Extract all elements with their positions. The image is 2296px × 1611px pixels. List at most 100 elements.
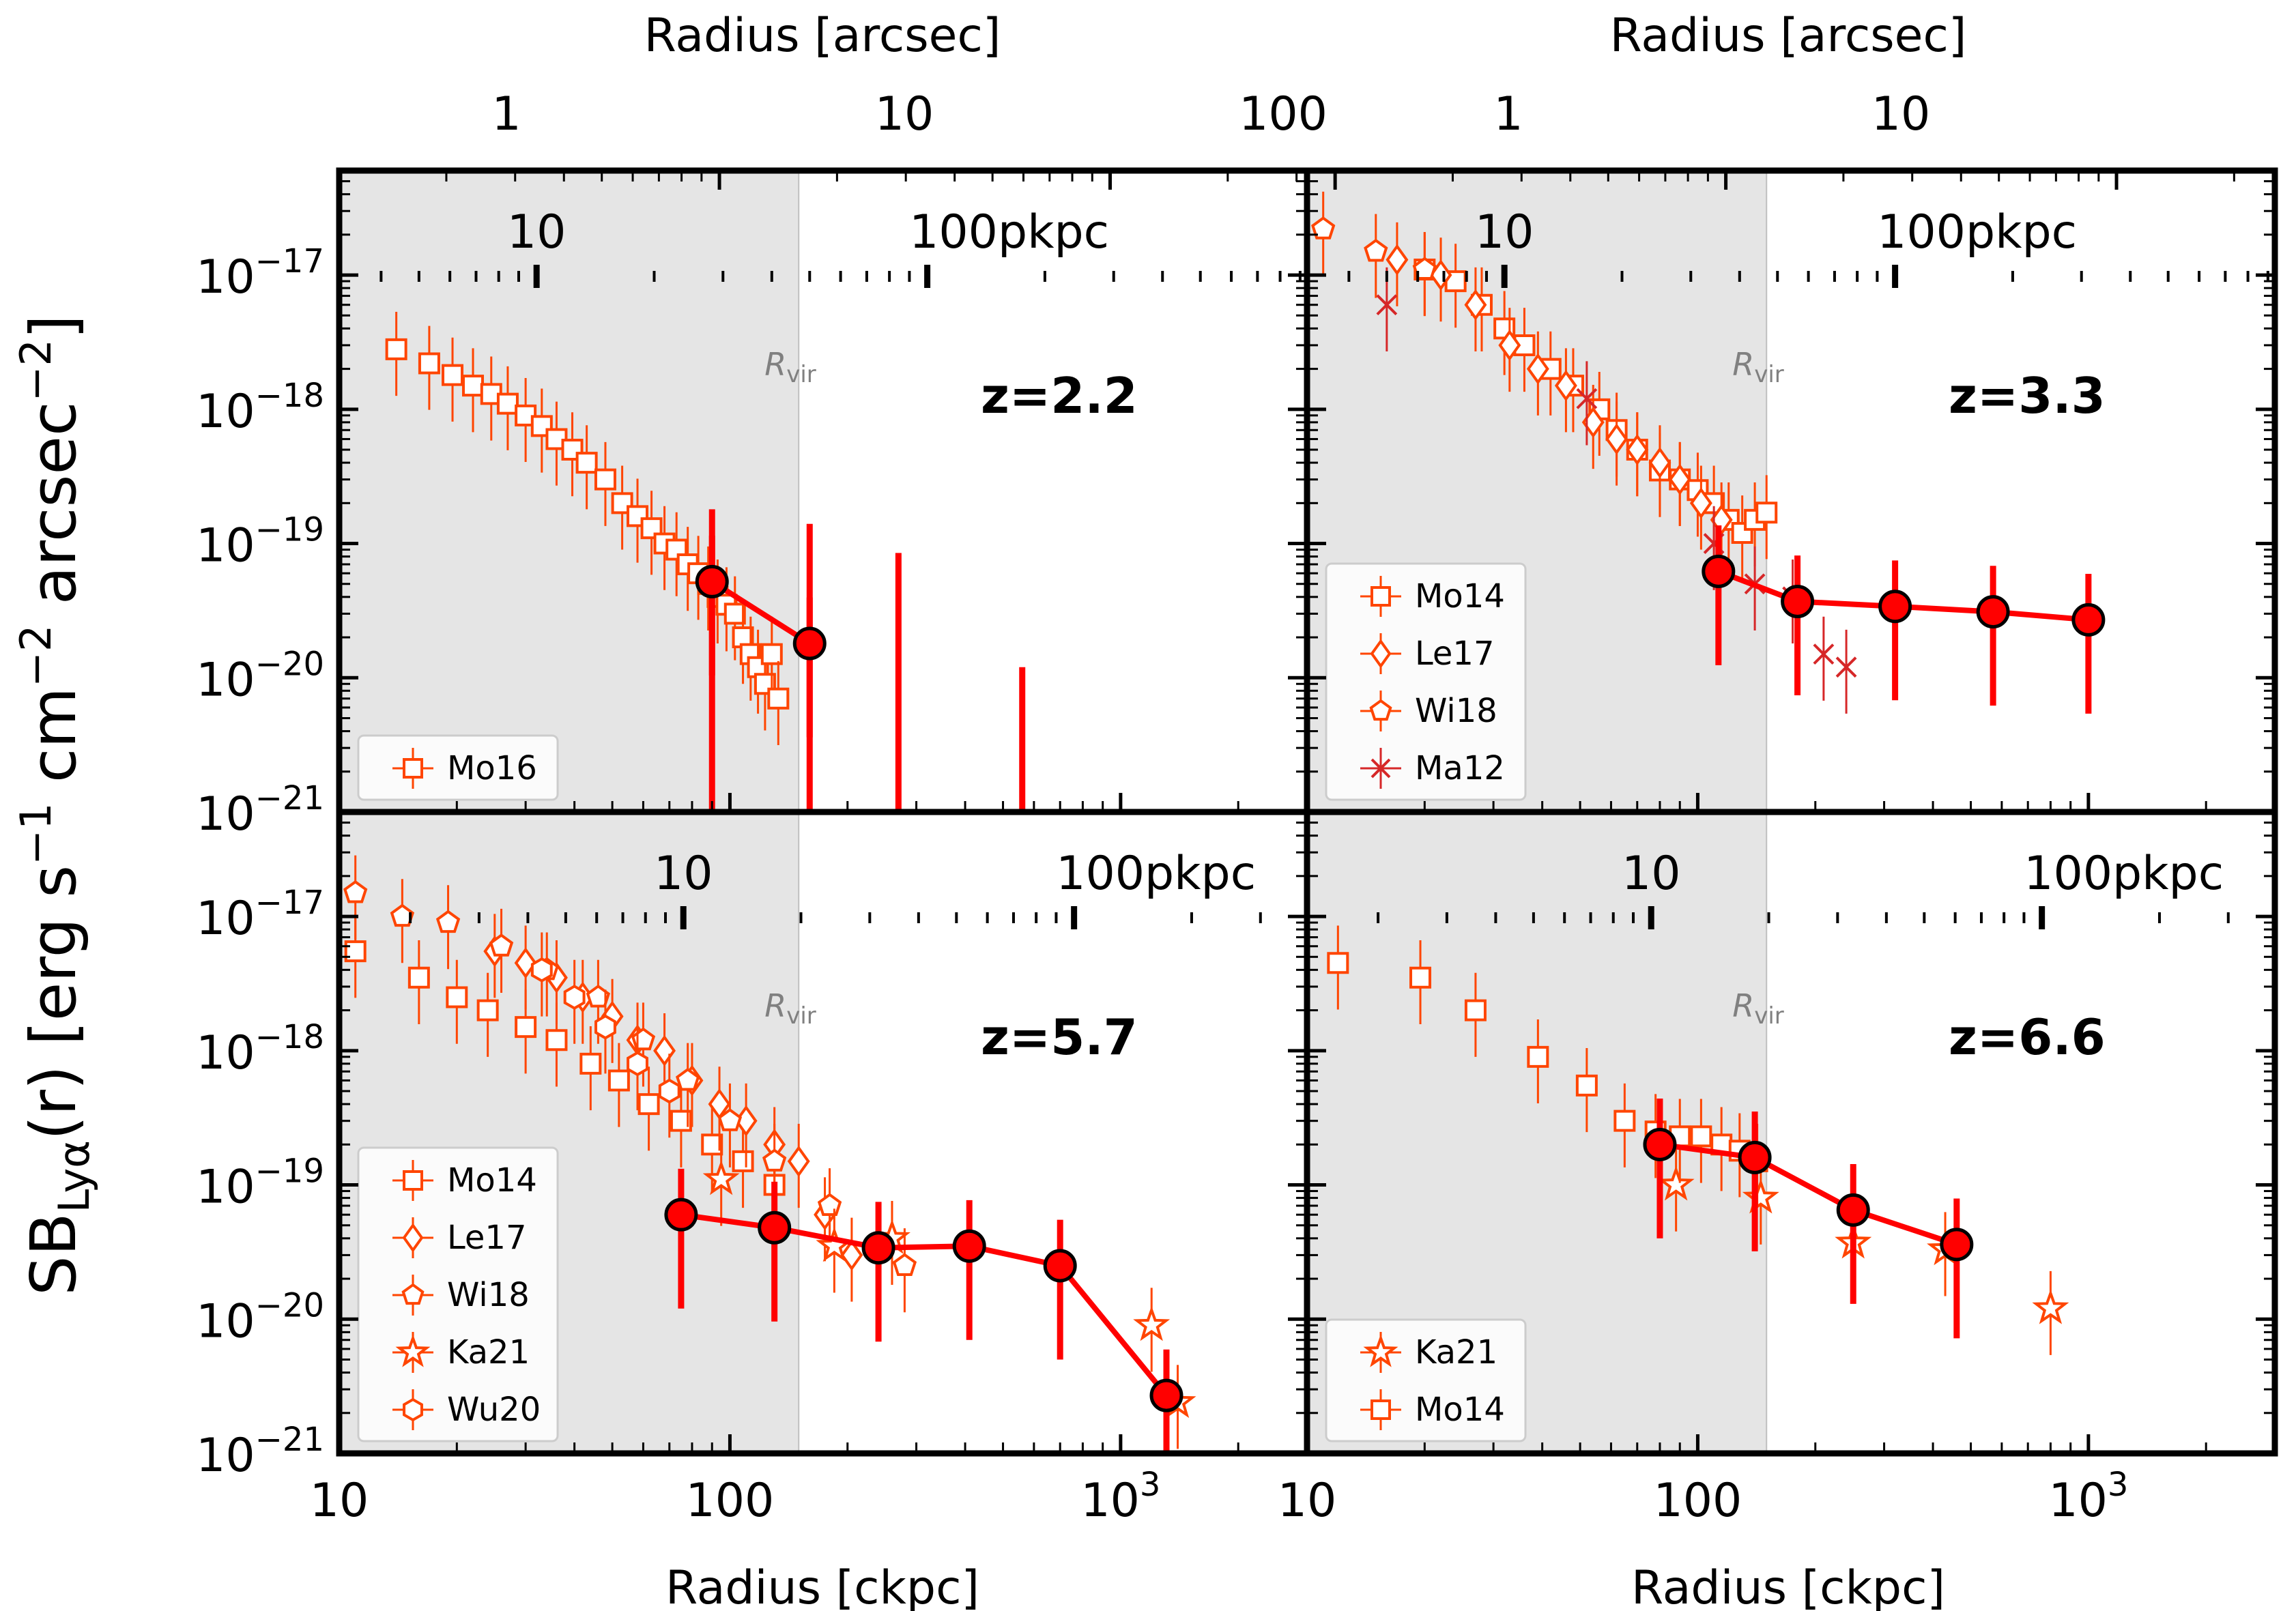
sim-point: [1976, 595, 2010, 629]
sim-point: [1940, 1228, 1974, 1262]
obs-point-Mo14: [1690, 1125, 1712, 1148]
obs-point-Le17: [1689, 487, 1712, 519]
obs-point-Mo14: [732, 1150, 754, 1172]
obs-point-Mo14: [344, 940, 367, 963]
obs-point-Mo14: [1327, 952, 1349, 974]
legend-label: Ka21: [1415, 1333, 1497, 1371]
obs-point-Wi18: [892, 1253, 917, 1277]
obs-point-Wi18: [817, 1193, 842, 1217]
y-tick-label: 10−17: [196, 242, 324, 304]
obs-point-Ma12: [1813, 643, 1835, 665]
obs-point-Mo14: [670, 1109, 692, 1132]
obs-point-Le17: [1498, 329, 1521, 361]
obs-point-Ka21: [1657, 1165, 1695, 1201]
legend-label: Le17: [447, 1219, 527, 1257]
pkpc-label: 100pkpc: [1056, 847, 1256, 901]
obs-point-Mo14: [1575, 1074, 1598, 1097]
obs-point-Mo16: [767, 687, 790, 710]
sim-line: [711, 579, 812, 646]
sim-point: [1149, 1378, 1183, 1412]
rvir-label: Rvir: [1732, 987, 1784, 1030]
sim-point: [792, 626, 827, 661]
obs-point-Le17: [1526, 353, 1549, 385]
obs-point-Le17: [1605, 423, 1628, 455]
panel-z6.6: Rvir z=6.6 Ka21 Mo14 10 100pkpc: [1304, 809, 2278, 1457]
pkpc-label: 10: [1475, 205, 1534, 259]
rvir-label: Rvir: [764, 346, 816, 388]
obs-point-Le17: [1386, 244, 1409, 276]
obs-point-Mo16: [760, 643, 783, 665]
obs-point-Wu20: [658, 1078, 680, 1104]
legend-marker: [401, 1283, 425, 1305]
bottom-x-label-left: Radius [ckpc]: [665, 1561, 979, 1611]
legend-label: Wi18: [1415, 692, 1497, 730]
legend-marker: [402, 1223, 424, 1253]
sim-point: [664, 1198, 698, 1232]
redshift-label: z=5.7: [981, 1008, 1138, 1066]
obs-point-Wi18: [762, 1148, 787, 1172]
y-tick-label: 10−18: [196, 1018, 324, 1080]
top-x-label-left: Radius [arcsec]: [644, 9, 1001, 63]
obs-point-Wi18: [717, 1108, 743, 1131]
sim-point: [861, 1231, 895, 1265]
x-tick-label: 10: [310, 1474, 369, 1528]
legend: [357, 1146, 559, 1442]
obs-point-Wi18: [343, 880, 368, 903]
rvir-label: Rvir: [764, 987, 816, 1030]
x-tick-label: 103: [2048, 1466, 2128, 1528]
obs-point-Wu20: [530, 957, 553, 983]
arcsec-tick-labels: 1 10 100 1 10: [491, 87, 1930, 141]
obs-point-Mo14: [515, 1016, 537, 1039]
y-tick-label: 10−21: [196, 779, 324, 841]
obs-point-Wu20: [594, 1014, 616, 1040]
redshift-label: z=6.6: [1949, 1008, 2106, 1066]
obs-point-Mo14: [607, 1069, 630, 1092]
y-tick-label: 10−19: [196, 511, 324, 573]
sim-point: [1043, 1249, 1077, 1283]
obs-point-Ma12: [1376, 294, 1398, 316]
obs-point-Ma12: [1576, 388, 1598, 409]
obs-point-Wi18: [390, 903, 415, 927]
obs-point-Mo14: [1464, 999, 1487, 1021]
legend-label: Ka21: [447, 1333, 530, 1371]
sim-point: [1643, 1127, 1677, 1161]
legend-marker: [403, 758, 423, 779]
sim-point: [1878, 590, 1912, 624]
legend: [357, 734, 559, 801]
svg-text:SBLyα(r) [erg s−1 cm−2 arcsec−: SBLyα(r) [erg s−1 cm−2 arcsec−2]: [11, 315, 99, 1296]
panel-frame: [1304, 809, 2278, 1457]
sim-point: [1702, 554, 1736, 588]
pkpc-label: 100pkpc: [2024, 847, 2224, 901]
sim-point: [758, 1210, 792, 1245]
redshift-label: z=2.2: [981, 367, 1138, 424]
y-axis-label: SBLyα(r) [erg s−1 cm−2 arcsec−2]: [11, 315, 99, 1296]
legend-label: Mo14: [1415, 1391, 1505, 1429]
legend-marker: [1370, 639, 1392, 669]
y-tick-label: 10−18: [196, 377, 324, 439]
rvir-label: Rvir: [1732, 346, 1784, 388]
obs-point-Ka21: [1133, 1305, 1171, 1341]
obs-point-Le17: [840, 1239, 863, 1271]
legend: [1325, 562, 1527, 801]
obs-point-Ma12: [1835, 656, 1857, 678]
legend-marker: [1371, 758, 1391, 779]
legend-marker: [403, 1170, 423, 1191]
obs-point-Le17: [1648, 447, 1671, 479]
y-tick-label: 10−21: [196, 1421, 324, 1483]
obs-point-Le17: [787, 1145, 810, 1177]
obs-point-Wi18: [489, 933, 514, 957]
legend-marker: [1371, 586, 1391, 607]
obs-point-Wu20: [563, 985, 586, 1010]
obs-point-Mo16: [575, 452, 598, 474]
obs-point-Wu20: [627, 1051, 648, 1077]
arcsec-tick-label: 1: [491, 87, 521, 141]
obs-point-Mo16: [496, 392, 519, 415]
obs-point-Le17: [1464, 289, 1487, 321]
bottom-x-label-right: Radius [ckpc]: [1631, 1561, 1945, 1611]
sim-line: [1659, 1142, 1958, 1247]
legend-marker: [1363, 1334, 1398, 1367]
obs-point-Wi18: [1364, 238, 1388, 262]
x-tick-label: 100: [686, 1474, 775, 1528]
pkpc-label: 100pkpc: [1877, 205, 2077, 259]
legend-label: Mo16: [447, 749, 537, 787]
